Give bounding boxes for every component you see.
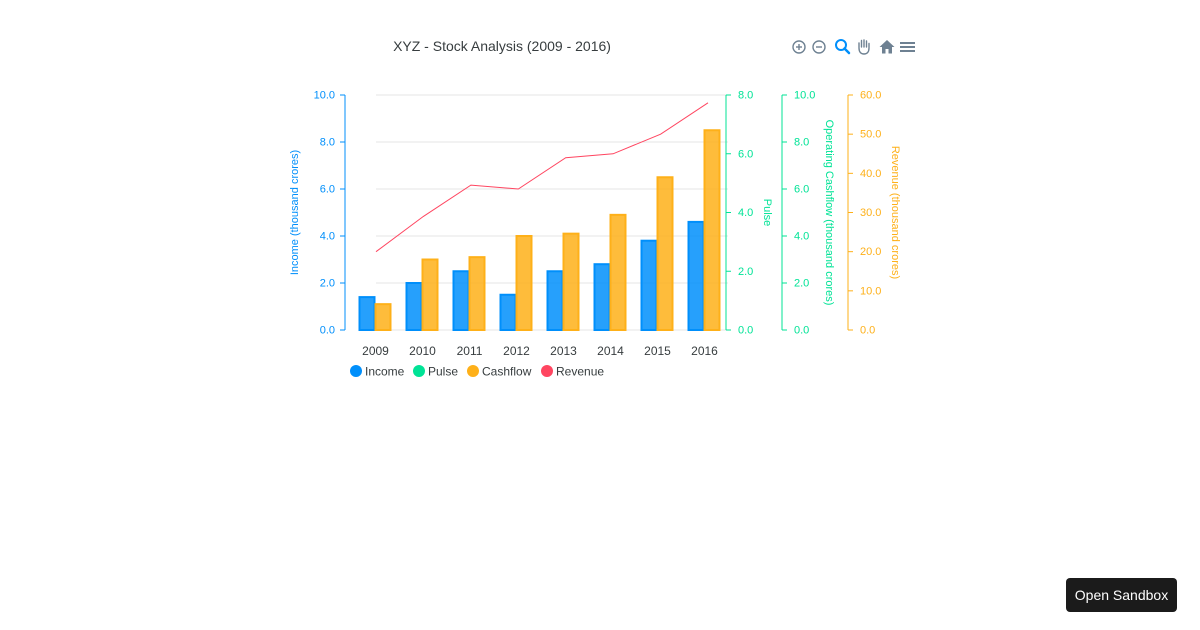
y-axis-tick-label: 6.0 <box>738 148 753 160</box>
revenue-line <box>375 102 709 253</box>
x-axis-tick-label: 2015 <box>644 344 671 358</box>
y-axis-tick-label: 4.0 <box>794 231 809 243</box>
x-axis-tick-label: 2013 <box>550 344 577 358</box>
income-bar <box>499 293 517 331</box>
legend-item-label: Pulse <box>428 365 458 379</box>
legend-item-label: Revenue <box>556 365 604 379</box>
y-axis-tick-label: 10.0 <box>860 285 881 297</box>
y-axis-title: Pulse <box>761 199 773 227</box>
cashflow-bar <box>374 303 392 331</box>
y-axis-tick-label: 0.0 <box>738 325 753 337</box>
y-axis-tick-label: 40.0 <box>860 168 881 180</box>
x-axis-tick-label: 2009 <box>362 344 389 358</box>
y-axis-tick-label: 2.0 <box>320 278 335 290</box>
income-bar <box>640 239 658 331</box>
legend-item-label: Income <box>365 365 405 379</box>
home-icon[interactable] <box>877 37 897 57</box>
chart-title: XYZ - Stock Analysis (2009 - 2016) <box>393 38 611 54</box>
legend-item-label: Cashflow <box>482 365 532 379</box>
selection-zoom-icon[interactable] <box>833 37 853 57</box>
cashflow-bar <box>421 258 439 331</box>
y-axis-tick-label: 2.0 <box>794 278 809 290</box>
legend-marker-pulse <box>413 365 425 377</box>
menu-icon[interactable] <box>898 37 918 57</box>
x-axis-tick-label: 2014 <box>597 344 624 358</box>
cashflow-bar <box>468 256 486 331</box>
zoom-in-icon[interactable] <box>790 37 810 57</box>
y-axis-tick-label: 2.0 <box>738 266 753 278</box>
y-axis-tick-label: 8.0 <box>794 137 809 149</box>
y-axis-tick-label: 0.0 <box>320 325 335 337</box>
income-bar <box>452 270 470 331</box>
cashflow-bar <box>609 213 627 332</box>
y-axis-tick-label: 10.0 <box>794 90 815 102</box>
y-axis-tick-label: 60.0 <box>860 90 881 102</box>
y-axis-title: Income (thousand crores) <box>289 150 301 275</box>
income-bar <box>687 220 705 331</box>
y-axis-tick-label: 0.0 <box>860 325 875 337</box>
legend-marker-revenue <box>541 365 553 377</box>
cashflow-bar <box>656 176 674 331</box>
pan-icon[interactable] <box>854 37 874 57</box>
x-axis-tick-label: 2011 <box>457 344 483 358</box>
income-bar <box>405 282 423 331</box>
y-axis-title: Revenue (thousand crores) <box>889 146 901 279</box>
cashflow-bar <box>562 232 580 331</box>
y-axis-tick-label: 50.0 <box>860 129 881 141</box>
income-bar <box>358 296 376 332</box>
y-axis-tick-label: 8.0 <box>738 90 753 102</box>
y-axis-tick-label: 6.0 <box>320 184 335 196</box>
open-sandbox-button[interactable]: Open Sandbox <box>1066 578 1177 612</box>
cashflow-bar <box>515 235 533 331</box>
y-axis-tick-label: 20.0 <box>860 246 881 258</box>
y-axis-tick-label: 8.0 <box>320 137 335 149</box>
y-axis-tick-label: 30.0 <box>860 207 881 219</box>
legend-marker-cashflow <box>467 365 479 377</box>
x-axis-tick-label: 2016 <box>691 344 718 358</box>
y-axis-tick-label: 0.0 <box>794 325 809 337</box>
legend-marker-income <box>350 365 362 377</box>
cashflow-bar <box>703 129 721 331</box>
x-axis-tick-label: 2012 <box>503 344 530 358</box>
y-axis-title: Operating Cashflow (thousand crores) <box>823 120 835 306</box>
x-axis-tick-label: 2010 <box>409 344 436 358</box>
zoom-out-icon[interactable] <box>810 37 830 57</box>
y-axis-tick-label: 4.0 <box>320 231 335 243</box>
income-bar <box>593 263 611 332</box>
y-axis-tick-label: 6.0 <box>794 184 809 196</box>
income-bar <box>546 270 564 331</box>
y-axis-tick-label: 4.0 <box>738 207 753 219</box>
y-axis-tick-label: 10.0 <box>314 90 335 102</box>
